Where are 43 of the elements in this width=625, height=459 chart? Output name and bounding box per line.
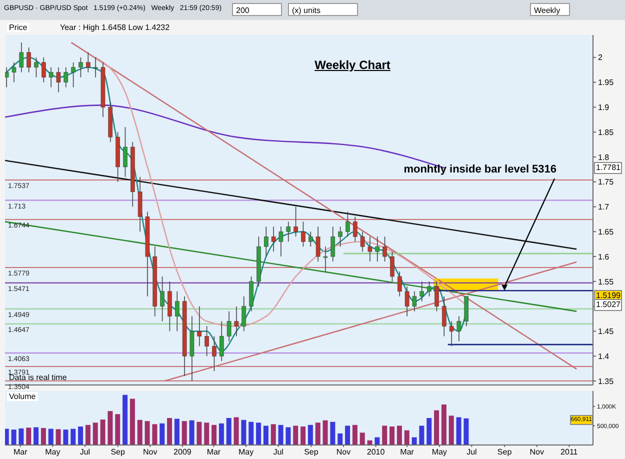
y-tick-label: 1.55 [598, 277, 614, 286]
x-tick-label: 2011 [560, 448, 578, 457]
annotation: monhtly inside bar level 5316 [404, 164, 557, 176]
x-tick-label: Jul [273, 448, 284, 457]
x-tick-label: Mar [400, 448, 414, 457]
x-tick-label: Mar [13, 448, 28, 457]
input-field: Weekly [530, 3, 570, 16]
text: Price [7, 23, 30, 32]
y-tick-label: 1.65 [598, 227, 614, 236]
x-tick-label: Jul [466, 448, 478, 457]
y-tick-label: 1.95 [598, 78, 614, 88]
y-tick-label: 1.85 [598, 128, 614, 137]
x-tick-label: Jul [80, 448, 90, 457]
x-tick-label: May [45, 448, 60, 457]
y-tick-label: 1.75 [598, 178, 614, 187]
x-tick-label: Sep [497, 448, 512, 457]
y-tick-label: 1.35 [598, 376, 614, 386]
y-tick-label: 1.4 [598, 352, 610, 361]
y-tick-label: 1.8 [598, 152, 610, 162]
x-tick-label: Nov [336, 448, 351, 457]
x-tick-label: 2009 [174, 448, 192, 457]
annotation: Data is real time [9, 373, 68, 382]
y-tick-label: 1.7 [598, 202, 610, 212]
input-field: 200 [232, 3, 282, 16]
y-tick-label: 1.45 [598, 327, 614, 336]
x-tick-label: Sep [304, 448, 319, 457]
input-field: (x) units [288, 3, 358, 16]
y-tick-label: 1.6 [598, 252, 610, 262]
x-tick-label: Nov [530, 448, 544, 457]
x-tick-label: Mar [206, 448, 221, 457]
text: Weekly Chart [314, 58, 390, 72]
x-tick-label: Sep [110, 448, 126, 457]
annotation: 1.5027 [594, 298, 622, 311]
x-tick-label: May [432, 448, 447, 457]
annotation: 1.7781 [594, 162, 622, 174]
x-tick-label: May [238, 448, 254, 457]
x-tick-label: Nov [143, 448, 158, 457]
text: Year : High 1.6458 Low 1.4232 [59, 23, 171, 32]
y-tick-label: 1.9 [598, 103, 610, 112]
x-tick-label: 2010 [366, 448, 386, 457]
annotation: 1.5199 [594, 290, 622, 302]
y-tick-label: 2 [598, 53, 603, 62]
chart-title: Volume [7, 392, 38, 401]
